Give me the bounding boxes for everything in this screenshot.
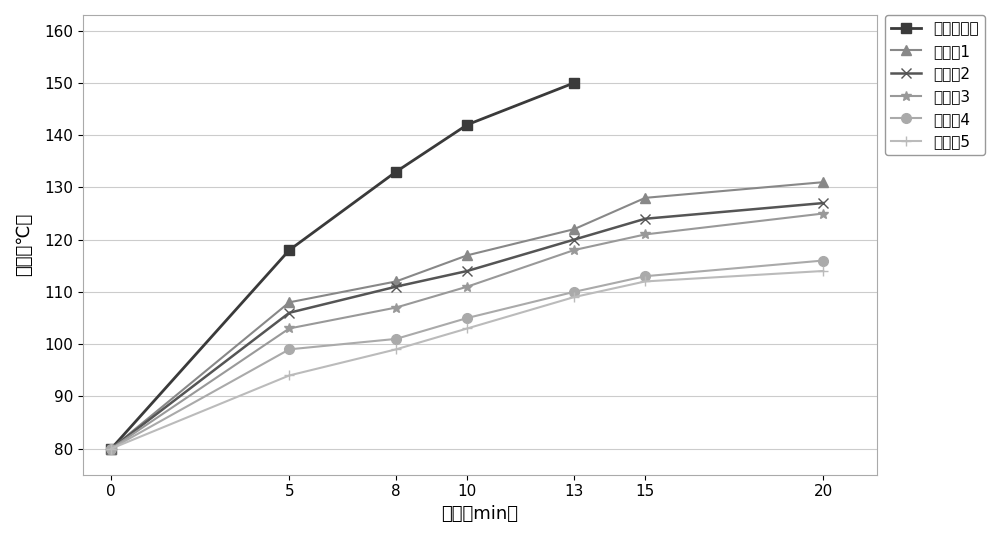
实施例3 bbox=[105, 445, 117, 452]
实施例4 bbox=[390, 336, 402, 342]
实施例4 bbox=[105, 445, 117, 452]
实施例5 bbox=[390, 346, 402, 352]
Line: 对比实施例: 对比实施例 bbox=[106, 78, 579, 454]
对比实施例 bbox=[390, 168, 402, 175]
实施例5 bbox=[568, 294, 580, 300]
Line: 实施例3: 实施例3 bbox=[106, 209, 828, 454]
Line: 实施例2: 实施例2 bbox=[106, 198, 828, 454]
实施例2 bbox=[568, 236, 580, 243]
实施例1 bbox=[105, 445, 117, 452]
对比实施例 bbox=[568, 80, 580, 86]
实施例4 bbox=[639, 273, 651, 279]
实施例4 bbox=[461, 315, 473, 321]
实施例3 bbox=[283, 325, 295, 331]
实施例3 bbox=[817, 210, 829, 217]
实施例5 bbox=[461, 325, 473, 331]
实施例4 bbox=[283, 346, 295, 352]
对比实施例 bbox=[105, 445, 117, 452]
实施例2 bbox=[283, 309, 295, 316]
实施例3 bbox=[568, 247, 580, 253]
实施例2 bbox=[639, 216, 651, 222]
Y-axis label: 温度（℃）: 温度（℃） bbox=[15, 213, 33, 277]
Line: 实施例4: 实施例4 bbox=[106, 256, 828, 454]
实施例5 bbox=[105, 445, 117, 452]
实施例4 bbox=[568, 289, 580, 295]
实施例2 bbox=[817, 200, 829, 206]
实施例2 bbox=[105, 445, 117, 452]
Line: 实施例5: 实施例5 bbox=[106, 266, 828, 454]
Line: 实施例1: 实施例1 bbox=[106, 178, 828, 454]
X-axis label: 时间（min）: 时间（min） bbox=[441, 505, 518, 523]
实施例1 bbox=[390, 278, 402, 285]
实施例4 bbox=[817, 257, 829, 264]
实施例1 bbox=[639, 195, 651, 201]
实施例5 bbox=[817, 268, 829, 274]
实施例1 bbox=[568, 226, 580, 232]
实施例3 bbox=[390, 305, 402, 311]
实施例1 bbox=[461, 252, 473, 259]
实施例1 bbox=[283, 299, 295, 306]
实施例2 bbox=[461, 268, 473, 274]
实施例3 bbox=[639, 231, 651, 238]
对比实施例 bbox=[461, 122, 473, 128]
Legend: 对比实施例, 实施例1, 实施例2, 实施例3, 实施例4, 实施例5: 对比实施例, 实施例1, 实施例2, 实施例3, 实施例4, 实施例5 bbox=[885, 15, 985, 155]
实施例5 bbox=[283, 372, 295, 379]
实施例1 bbox=[817, 179, 829, 186]
实施例5 bbox=[639, 278, 651, 285]
实施例2 bbox=[390, 284, 402, 290]
对比实施例 bbox=[283, 247, 295, 253]
实施例3 bbox=[461, 284, 473, 290]
